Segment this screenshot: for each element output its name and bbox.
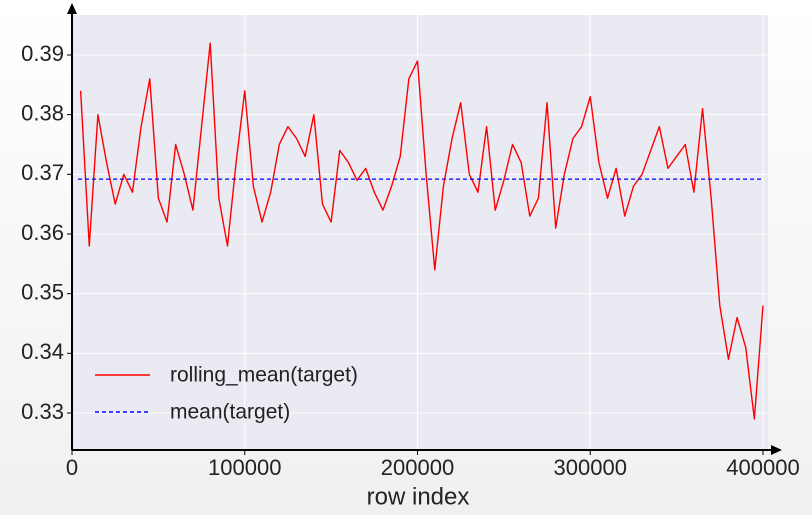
legend-label: rolling_mean(target) — [170, 364, 358, 387]
y-tick-label: 0.37 — [21, 160, 64, 185]
series-line — [79, 42, 764, 420]
legend-label: mean(target) — [170, 401, 290, 424]
y-tick-label: 0.39 — [21, 41, 64, 66]
y-tick-label: 0.38 — [21, 100, 64, 125]
y-tick-label: 0.36 — [21, 220, 64, 245]
y-tick-label: 0.35 — [21, 279, 64, 304]
x-tick-label: 0 — [66, 455, 78, 480]
x-axis-arrow — [771, 445, 782, 455]
legend: rolling_mean(target) mean(target) — [95, 364, 358, 424]
x-axis-label: row index — [367, 483, 470, 510]
y-axis-arrow — [67, 3, 77, 14]
marks — [78, 42, 764, 420]
y-tick-label: 0.34 — [21, 339, 64, 364]
x-tick-label: 400000 — [726, 455, 799, 480]
x-tick-label: 200000 — [381, 455, 454, 480]
x-tick-label: 100000 — [208, 455, 281, 480]
x-tick-label: 300000 — [554, 455, 627, 480]
y-tick-label: 0.33 — [21, 399, 64, 424]
